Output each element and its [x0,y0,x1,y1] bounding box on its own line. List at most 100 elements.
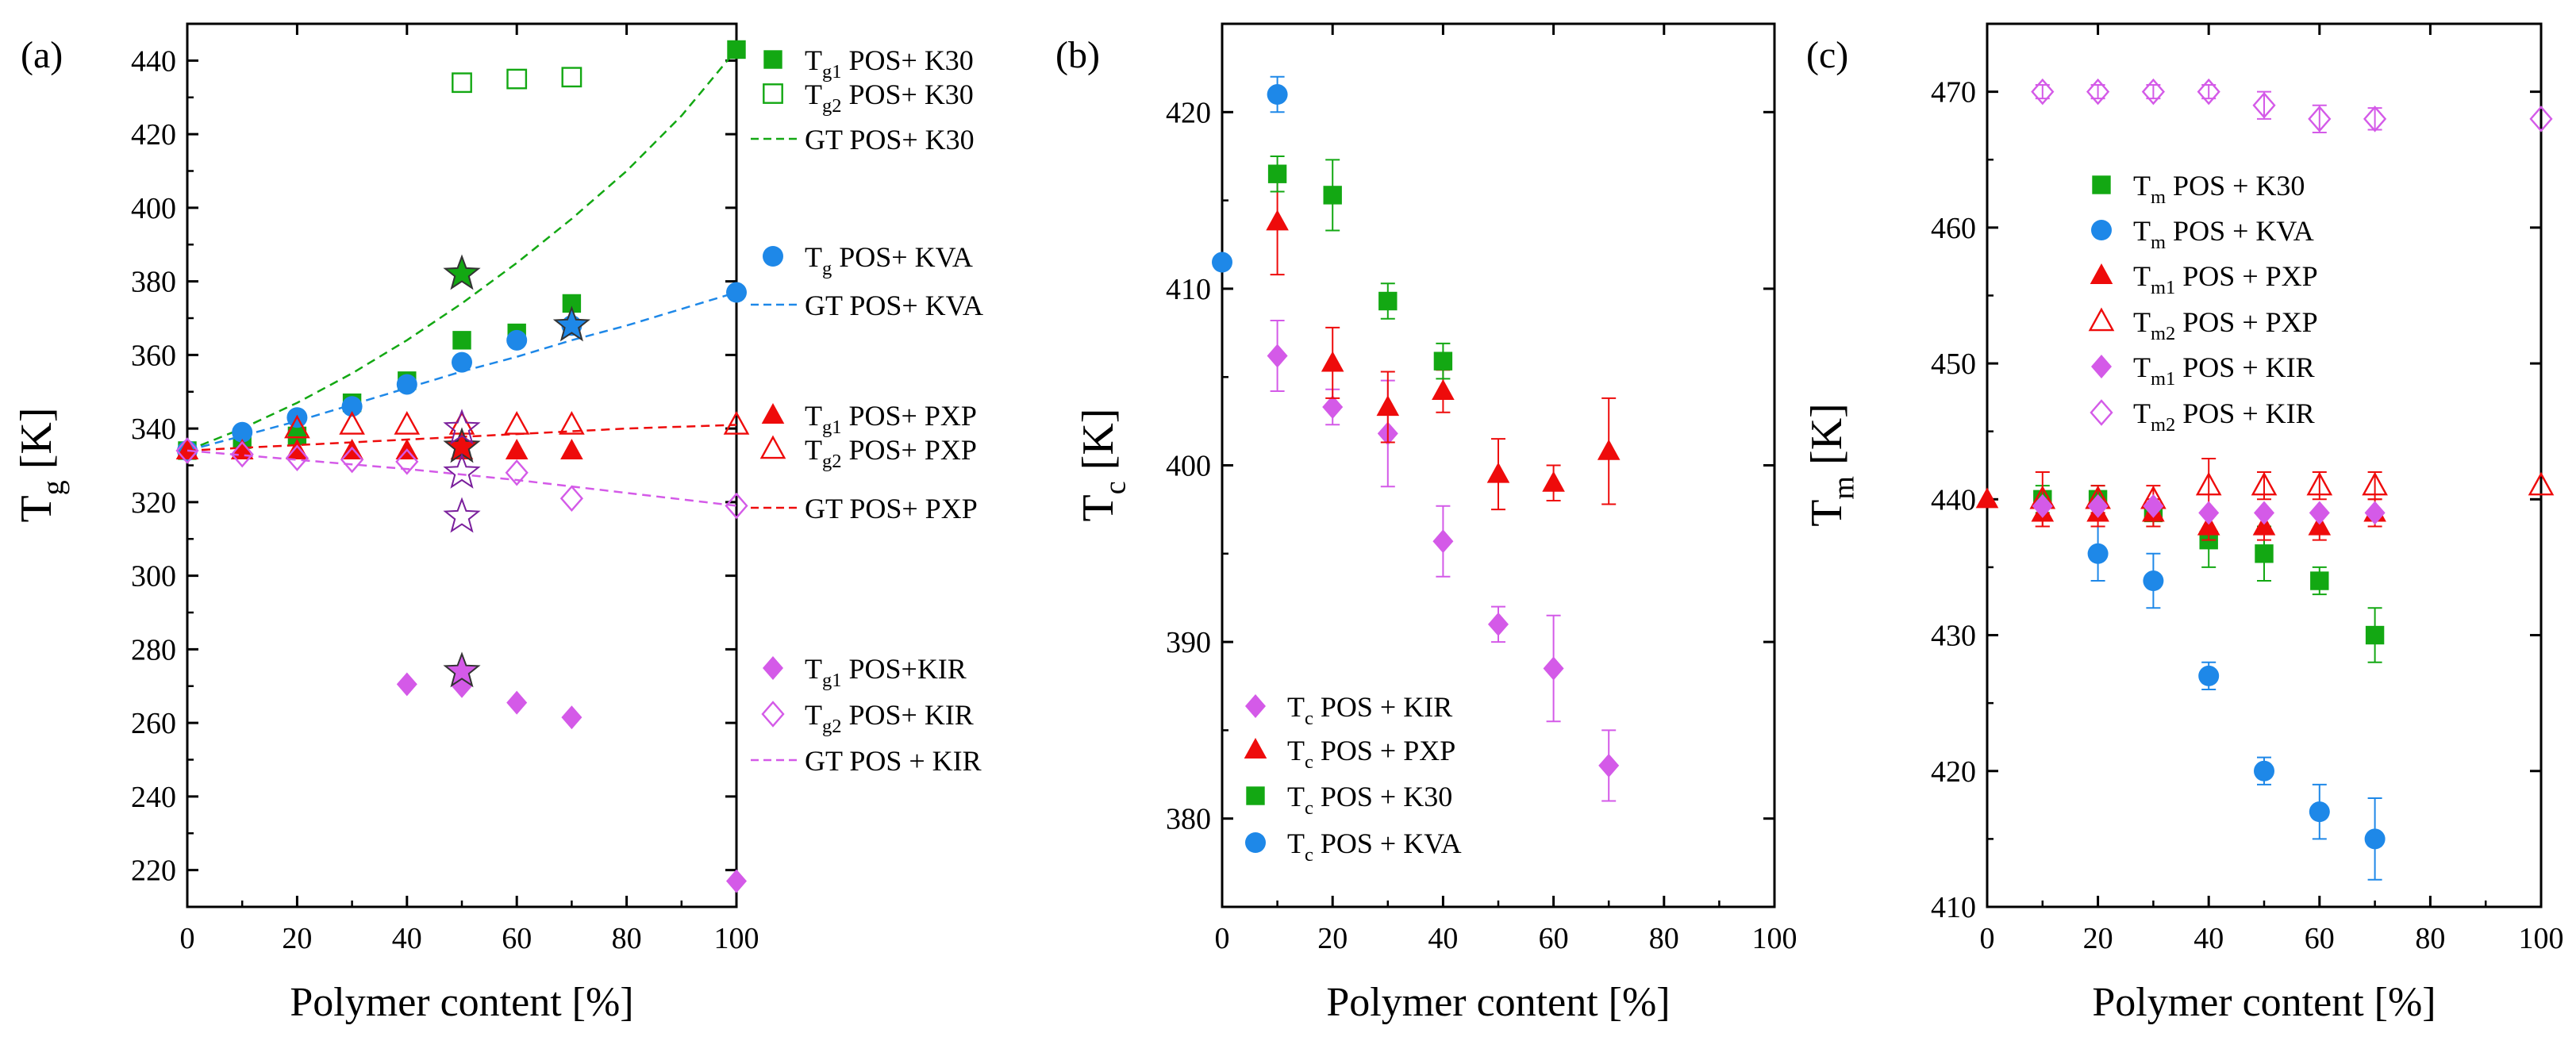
data-point [339,411,365,435]
data-point [2365,625,2385,645]
x-tick-label: 40 [2193,922,2224,955]
data-point [1975,487,1999,509]
plot-area [175,40,750,893]
legend-marker [1245,832,1266,853]
data-point [561,67,582,88]
data-point [559,485,583,513]
data-point [2364,501,2386,525]
data-point [2308,514,2332,536]
data-point [2087,543,2109,564]
data-point [1267,164,1287,183]
legend-marker [761,701,785,728]
legend-label: Tc POS + KVA [1287,828,1462,866]
legend-marker [1245,694,1266,718]
data-point [726,869,747,893]
legend-label: Tm2 POS + KIR [2133,398,2315,436]
x-tick-label: 60 [2305,922,2335,955]
data-point [2254,760,2274,782]
x-axis-label: Polymer content [%] [1326,980,1670,1025]
data-point [2308,106,2332,132]
y-tick-label: 340 [131,413,176,446]
data-point [2529,106,2553,132]
legend-marker [2091,355,2112,378]
data-point [2306,471,2333,496]
data-point [1486,462,1510,483]
legend-label: Tg2 POS+ K30 [805,79,974,117]
legend: Tm POS + K30 Tm POS + KVA Tm1 POS + PXP Tm2… [2088,170,2318,436]
y-tick-label: 420 [1166,96,1211,129]
legend-label: Tg POS+ KVA [805,241,973,279]
x-tick-label: 60 [502,922,532,955]
y-tick-label: 400 [131,192,176,225]
x-tick-label: 80 [1649,922,1679,955]
legend-label: Tm POS + KVA [2133,215,2314,253]
series-1 [2087,525,2386,881]
star-point [552,305,591,342]
y-tick-label: 240 [131,781,176,814]
series-3 [1212,75,1288,273]
data-point [1543,656,1564,681]
data-point [2310,571,2329,590]
series-1 [452,67,582,94]
data-point [2195,471,2222,496]
data-point [2143,494,2164,518]
data-point [1266,209,1289,231]
legend-marker [2088,307,2115,332]
x-axis-label: Polymer content [%] [2092,980,2436,1025]
legend-label: Tg2 POS+ PXP [805,434,977,472]
data-point [506,68,528,90]
data-point [506,329,528,351]
legend-label: GT POS+ PXP [805,493,978,524]
x-axis-label: Polymer content [%] [290,980,633,1025]
x-tick-label: 40 [1428,922,1458,955]
data-point [2252,91,2276,119]
star-point [443,254,481,290]
series-9 [175,437,748,520]
data-point [561,705,582,730]
y-tick-label: 470 [1931,76,1976,109]
data-point [1322,395,1344,419]
data-point [723,411,750,435]
panel-label: (b) [1055,34,1100,76]
data-point [175,439,199,459]
data-point [1488,612,1509,636]
data-point [505,459,529,486]
data-point [1597,439,1621,460]
legend-label: Tg1 POS+ K30 [805,44,974,83]
series-1 [1266,167,1621,511]
data-point [2363,106,2387,132]
data-point [396,672,417,697]
data-point [1432,529,1454,554]
data-point [2528,471,2555,496]
plot-frame [186,22,738,908]
data-point [2198,665,2220,686]
data-point [2086,78,2110,106]
data-point [340,446,364,474]
y-tick-label: 410 [1166,273,1211,306]
data-point [341,396,363,417]
legend-label: Tg1 POS+KIR [805,653,967,691]
legend-label: Tm1 POS + KIR [2133,351,2315,390]
legend-label: GT POS+ KVA [805,290,983,321]
data-point [1378,291,1398,311]
y-tick-label: 420 [1931,755,1976,789]
fit-line [186,48,737,452]
legend-label: GT POS+ K30 [805,124,975,156]
y-tick-label: 390 [1166,626,1211,659]
y-tick-label: 260 [131,707,176,740]
fit-line [186,449,737,507]
data-point [230,440,254,468]
panel-b: 0 20 40 60 80 100 380 390 400 410 420 (b) Polymer co… [1055,22,1797,1025]
data-point [1267,84,1288,106]
y-tick-label: 300 [131,560,176,593]
star-point [443,452,481,489]
data-point [2309,801,2330,823]
x-tick-label: 20 [2083,922,2113,955]
panel-c: 0 20 40 60 80 100 410 420 430 440 450 460 470 (c) Poly… [1802,22,2564,1025]
data-point [2031,78,2055,106]
data-point [396,374,417,395]
series-2 [1267,155,1453,380]
series-10 [186,449,737,507]
legend-label: GT POS + KIR [805,745,982,777]
